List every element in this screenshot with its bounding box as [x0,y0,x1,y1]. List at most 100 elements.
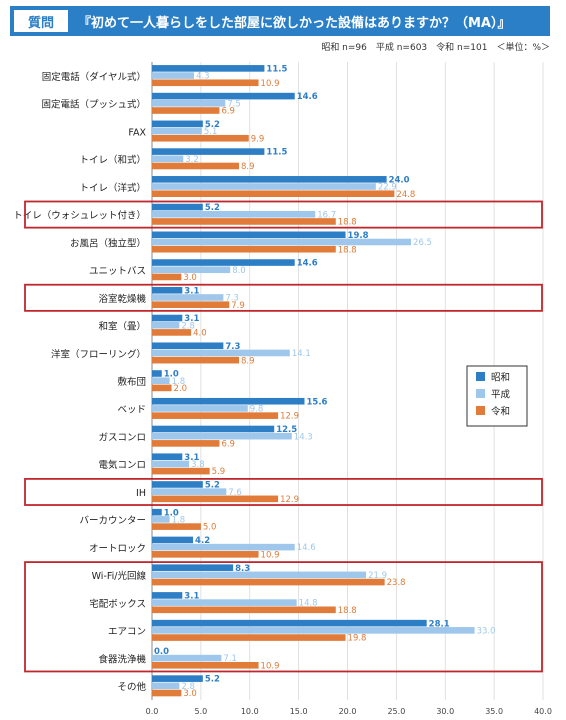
data-label: 8.0 [232,266,246,276]
bar [152,571,367,579]
data-label: 14.6 [297,92,318,102]
highlight-box [24,200,543,229]
bar [152,578,385,586]
data-label: 7.3 [225,294,239,304]
bar [152,495,279,503]
bar [152,266,231,274]
bar [152,127,202,135]
bar [152,370,162,377]
data-label: 7.5 [227,99,241,109]
bar [152,675,203,682]
data-label: 8.9 [241,356,255,366]
bar [152,536,194,544]
data-label: 5.2 [205,120,220,130]
bar [152,100,226,107]
data-label: 7.3 [225,342,240,352]
category-label: FAX [128,127,146,138]
bar [152,72,195,79]
x-tick-label: 40.0 [534,707,552,716]
bar [152,183,376,190]
bar [152,238,412,246]
category-label: IH [136,488,146,499]
data-label: 5.0 [203,523,217,533]
data-label: 4.3 [196,72,210,82]
category-label: トイレ（洋式） [79,182,146,194]
bar [152,523,201,530]
category-label: お風呂（独立型） [70,237,146,249]
bar [152,79,259,87]
bar [152,286,183,294]
bar [152,440,220,447]
category-label: トイレ（ウォシュレット付き） [13,210,146,222]
bar [152,453,183,461]
data-label: 3.8 [191,460,205,470]
data-label: 1.0 [164,508,179,518]
data-label: 7.9 [231,301,245,311]
sample-size-info: 昭和 n=96 平成 n=603 令和 n=101 ＜単位：%＞ [321,43,550,53]
category-label: バーカウンター [79,516,146,527]
data-label: 1.0 [164,370,179,380]
bar [152,245,336,253]
bar [152,619,427,627]
bar [152,543,295,551]
data-label: 19.8 [348,634,367,644]
highlight-box [24,283,543,312]
highlight-box [24,561,543,673]
data-label: 28.1 [429,619,450,629]
bar [152,273,182,281]
legend-label: 昭和 [491,373,510,384]
category-label: オートロック [89,543,146,554]
highlight-box [24,477,543,506]
category-label: 敷布団 [117,376,146,388]
data-label: 10.9 [261,661,280,671]
data-label: 9.9 [251,134,265,144]
data-label: 10.9 [261,550,280,560]
bar [152,65,265,72]
bar [152,460,190,468]
data-label: 3.1 [184,314,199,324]
data-label: 5.2 [205,675,220,685]
bar [152,682,180,690]
data-label: 23.8 [387,578,406,588]
data-label: 15.6 [306,397,327,407]
bar [152,321,180,329]
data-label: 12.9 [280,412,299,422]
bar [152,210,316,218]
category-label: ベッド [117,405,146,416]
data-label: 5.1 [204,127,218,137]
bar [152,314,183,322]
data-label: 24.8 [396,190,415,200]
category-label: ガスコンロ [98,432,146,443]
x-tick-label: 35.0 [485,707,503,716]
bar [152,627,475,634]
data-label: 21.9 [368,571,387,581]
data-label: 9.8 [250,405,264,415]
bar [152,176,387,183]
bar [152,425,275,433]
bar [152,120,203,128]
bar [152,218,336,225]
data-label: 3.1 [184,592,199,602]
x-tick-label: 10.0 [241,707,259,716]
bar [152,349,290,357]
category-label: エアコン [108,627,146,638]
bar [152,397,305,405]
data-label: 18.8 [338,606,357,616]
question-tag: 質問 [14,10,68,32]
bar [152,301,230,308]
data-label: 12.9 [280,495,299,505]
bar [152,508,162,516]
data-label: 3.0 [183,273,197,283]
x-tick-label: 0.0 [146,707,159,716]
data-label: 3.2 [185,155,199,165]
x-tick-label: 30.0 [436,707,454,716]
bar [152,356,239,364]
data-label: 2.8 [181,682,195,692]
data-label: 3.1 [184,286,199,296]
bar [152,412,279,419]
bar [152,342,224,350]
bar [152,481,203,488]
bar [152,634,346,641]
data-label: 16.7 [317,210,336,220]
